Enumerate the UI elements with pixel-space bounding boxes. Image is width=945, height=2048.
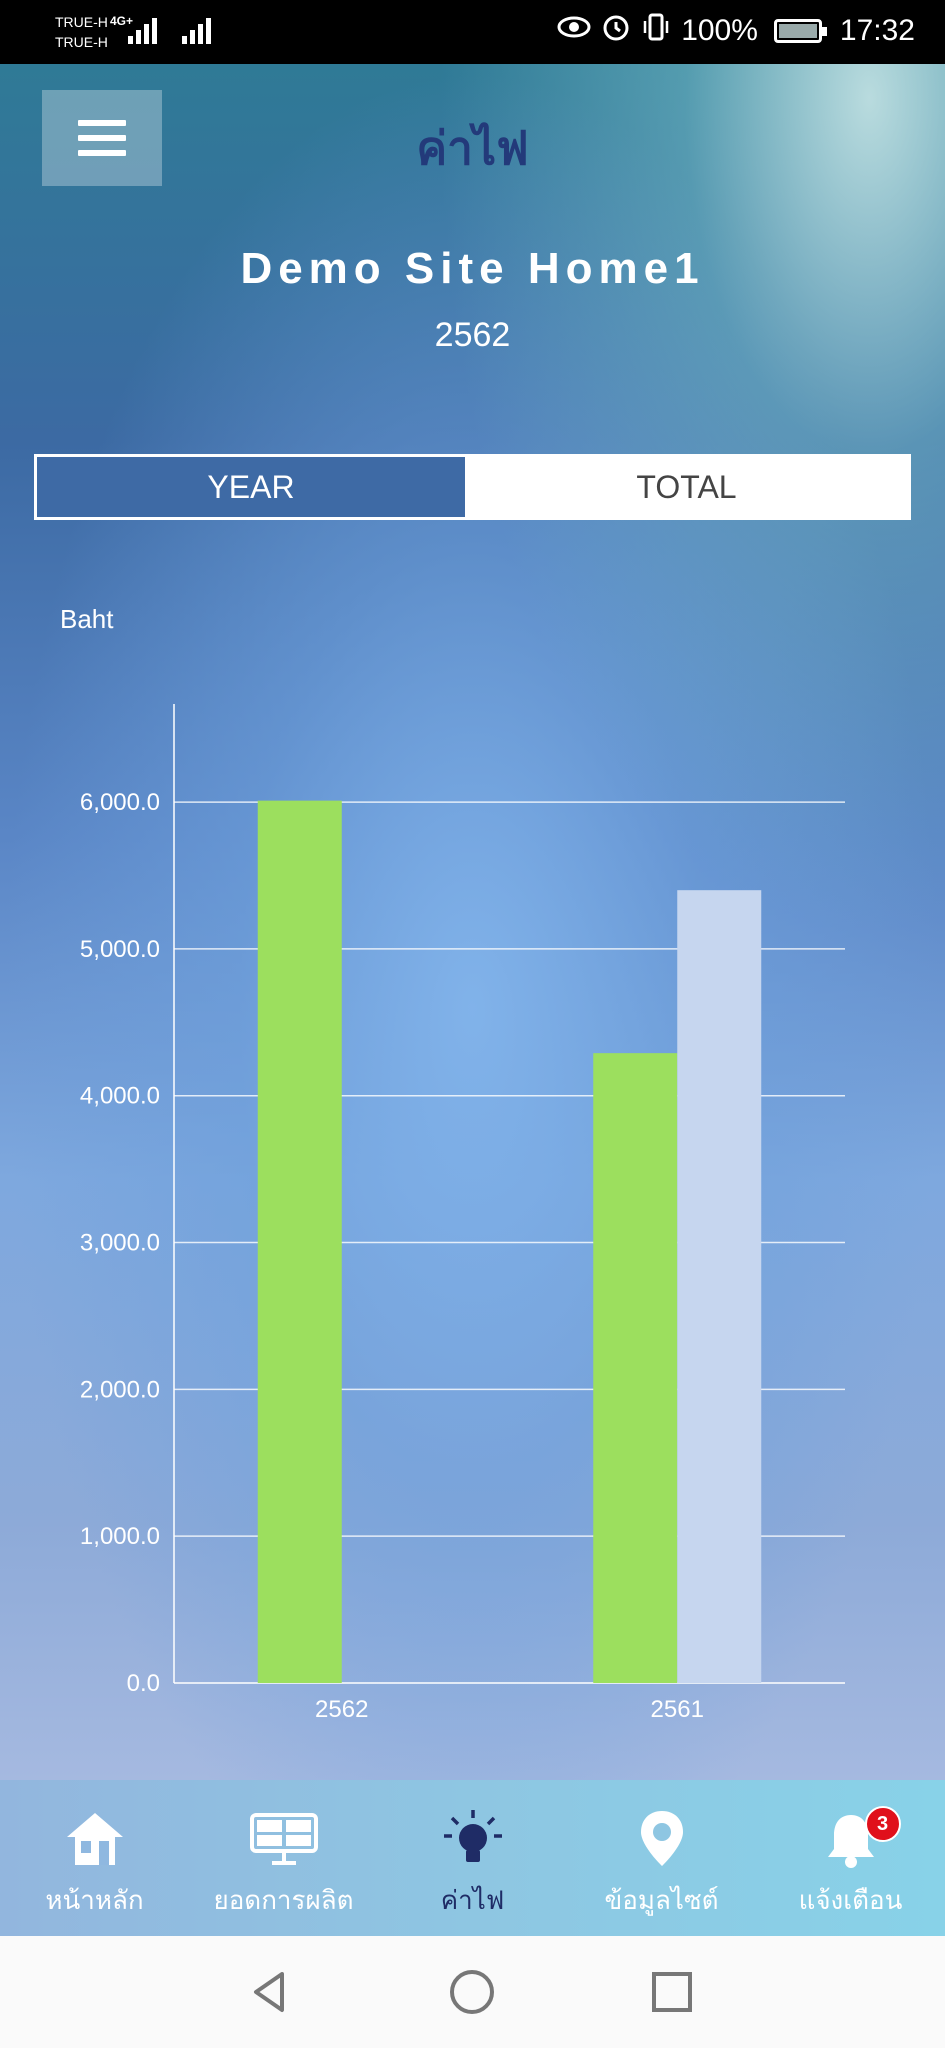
solar-panel-icon [248,1806,320,1872]
battery-percent: 100% [681,14,758,47]
home-icon [59,1806,131,1872]
nav-production[interactable]: ยอดการผลิต [189,1780,378,1936]
period-tabs: YEAR TOTAL [34,454,911,520]
nav-electricity-label: ค่าไฟ [440,1885,505,1915]
carrier-2: TRUE-H [55,34,108,50]
nav-notifications[interactable]: 3 แจ้งเตือน [756,1780,945,1936]
x-tick-label: 2561 [651,1696,704,1723]
y-tick-label: 6,000.0 [80,789,160,816]
y-tick-label: 4,000.0 [80,1083,160,1110]
recents-icon[interactable] [642,1962,702,2022]
system-nav-bar [0,1936,945,2048]
app-screen: ค่าไฟ Demo Site Home1 2562 YEAR TOTAL Ba… [0,64,945,1780]
eye-icon [557,14,591,48]
y-tick-label: 2,000.0 [80,1376,160,1403]
carrier-labels: TRUE-H TRUE-H [55,12,108,52]
status-right: 100% 17:32 [557,12,915,50]
network-type: 4G+ [110,14,134,28]
site-name: Demo Site Home1 [240,244,705,293]
battery-icon [773,19,827,43]
nav-production-label: ยอดการผลิต [213,1885,354,1915]
vibrate-icon [641,12,671,50]
tab-year[interactable]: YEAR [37,457,465,517]
nav-electricity[interactable]: ค่าไฟ [378,1780,567,1936]
page-title: ค่าไฟ [416,122,529,174]
bell-icon [815,1806,887,1872]
nav-home-label: หน้าหลัก [45,1885,144,1915]
site-year: 2562 [434,316,511,354]
alarm-icon [601,12,631,50]
signal-2-icon [182,16,211,44]
y-tick-label: 1,000.0 [80,1523,160,1550]
bar-chart: 0.0 1,000.0 2,000.0 3,000.0 4,000.0 5,000.0 6,… [0,690,945,1730]
y-tick-label: 0.0 [127,1670,160,1697]
menu-button[interactable] [42,90,162,186]
nav-site-info-label: ข้อมูลไซต์ [604,1885,719,1915]
signal-1-icon [128,16,157,44]
bar-2561-s2 [677,890,762,1683]
back-icon[interactable] [240,1962,300,2022]
notification-badge: 3 [864,1806,901,1842]
y-axis-unit-label: Baht [60,604,114,634]
location-pin-icon [626,1806,698,1872]
clock: 17:32 [839,14,915,47]
lightbulb-icon [437,1806,509,1872]
x-tick-label: 2562 [315,1696,368,1723]
y-tick-label: 5,000.0 [80,936,160,963]
chart-svg: 0.0 1,000.0 2,000.0 3,000.0 4,000.0 5,000.0 6,… [80,704,845,1723]
tab-total[interactable]: TOTAL [465,457,908,517]
bottom-nav: หน้าหลัก ยอดการผลิต ค่าไฟ ข้อมูลไซต์ 3 แ… [0,1780,945,1936]
bar-2562-s1 [257,800,342,1683]
y-tick-label: 3,000.0 [80,1230,160,1257]
nav-notifications-label: แจ้งเตือน [798,1885,903,1915]
bar-2561-s1 [593,1053,678,1683]
carrier-1: TRUE-H [55,14,108,30]
nav-home[interactable]: หน้าหลัก [0,1780,189,1936]
nav-site-info[interactable]: ข้อมูลไซต์ [567,1780,756,1936]
home-circle-icon[interactable] [442,1962,502,2022]
status-bar: TRUE-H TRUE-H 4G+ 100% 17:32 [0,0,945,64]
